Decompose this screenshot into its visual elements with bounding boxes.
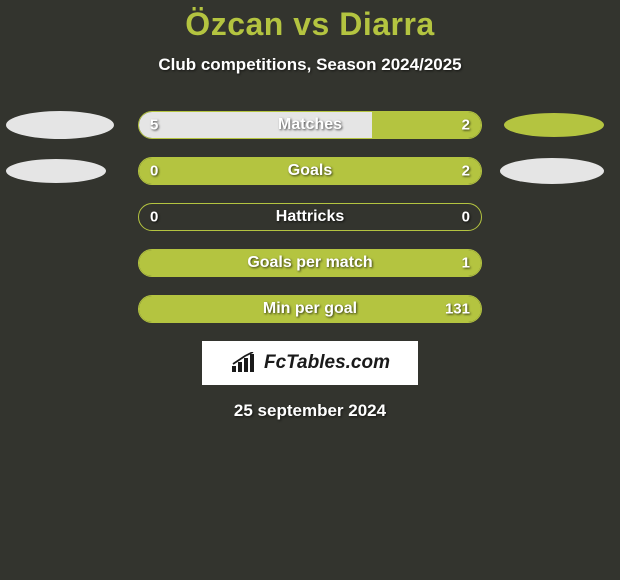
stat-row: 5 Matches 2 <box>0 111 620 139</box>
chart-icon <box>230 352 258 374</box>
stat-row: 0 Hattricks 0 <box>0 203 620 231</box>
stat-row: 0 Goals 2 <box>0 157 620 185</box>
player-left-marker <box>6 159 106 183</box>
comparison-infographic: Özcan vs Diarra Club competitions, Seaso… <box>0 0 620 580</box>
stat-value-right: 131 <box>445 301 470 318</box>
stat-value-left: 5 <box>150 117 158 134</box>
page-title: Özcan vs Diarra <box>0 0 620 43</box>
stat-value-right: 2 <box>462 163 470 180</box>
stat-label: Matches <box>278 116 342 134</box>
logo-box: FcTables.com <box>202 341 418 385</box>
stat-label: Goals per match <box>247 254 372 272</box>
stat-label: Goals <box>288 162 332 180</box>
stat-value-right: 2 <box>462 117 470 134</box>
stat-value-left: 0 <box>150 209 158 226</box>
logo-text: FcTables.com <box>264 352 390 374</box>
player-left-marker <box>6 111 114 139</box>
stat-row: Goals per match 1 <box>0 249 620 277</box>
stat-label: Min per goal <box>263 300 357 318</box>
footer-date: 25 september 2024 <box>0 401 620 421</box>
player-right-marker <box>500 158 604 184</box>
stat-value-right: 0 <box>462 209 470 226</box>
stat-value-right: 1 <box>462 255 470 272</box>
page-subtitle: Club competitions, Season 2024/2025 <box>0 55 620 75</box>
player-right-marker <box>504 113 604 137</box>
stats-container: 5 Matches 2 0 Goals 2 0 Hattricks 0 <box>0 111 620 323</box>
stat-value-left: 0 <box>150 163 158 180</box>
stat-row: Min per goal 131 <box>0 295 620 323</box>
stat-label: Hattricks <box>276 208 344 226</box>
